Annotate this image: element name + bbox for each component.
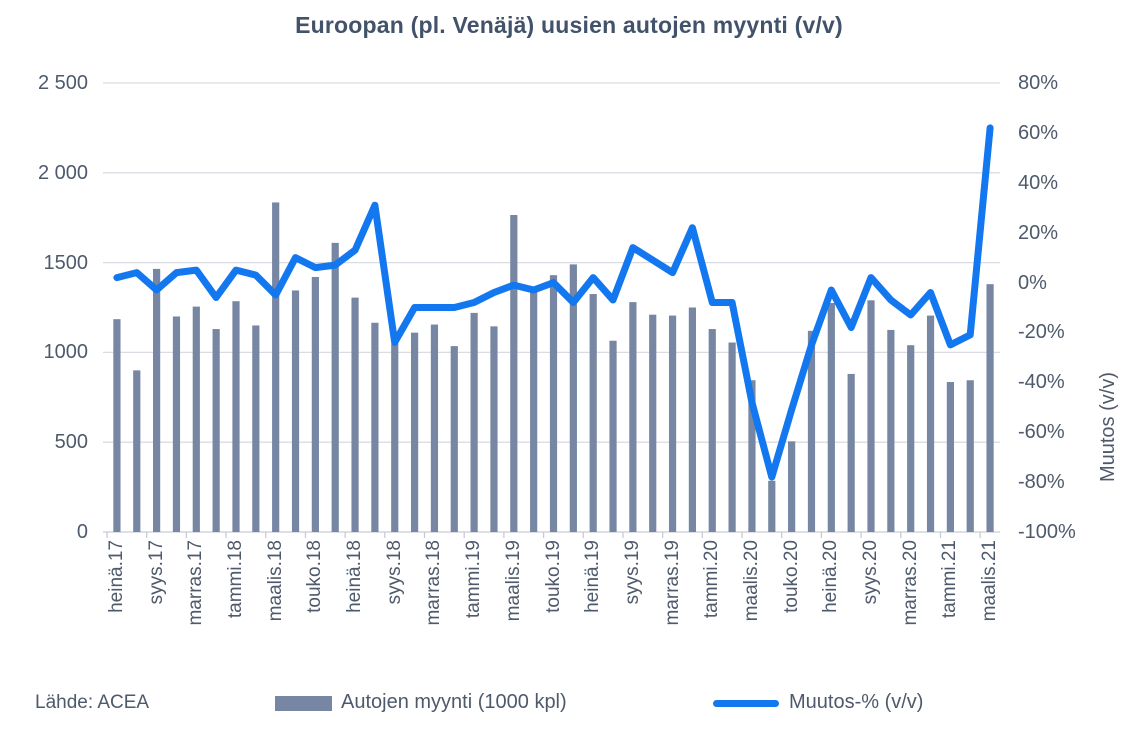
right-axis-tick-label: 60% — [1018, 121, 1059, 144]
right-axis-tick-label: 40% — [1018, 171, 1059, 194]
sales-bar-heinä.20 — [827, 303, 835, 532]
x-axis-tick-label: syys.18 — [383, 540, 405, 605]
sales-bar-marras.17 — [192, 306, 200, 532]
sales-bar-joulu.17 — [212, 329, 220, 532]
sales-bar-kesä.20 — [807, 330, 816, 532]
sales-bar-elo.19 — [609, 340, 617, 532]
x-axis-tick-label: marras.18 — [423, 540, 445, 626]
left-axis-tick-label: 0 — [76, 521, 88, 543]
x-axis-tick-label: maalis.20 — [740, 540, 762, 622]
right-axis-tick-label: -40% — [1018, 371, 1065, 394]
sales-bar-marras.18 — [430, 324, 439, 532]
sales-bar-huhti.19 — [530, 292, 538, 532]
x-axis-tick-label: maalis.18 — [264, 540, 286, 622]
x-axis-tick-label: syys.17 — [145, 540, 167, 605]
sales-bar-marras.19 — [668, 315, 677, 532]
sales-bar-touko.18 — [311, 276, 319, 532]
sales-bar-kesä.19 — [569, 264, 577, 532]
left-axis-tick-label: 1500 — [43, 251, 89, 274]
sales-bar-syys.20 — [867, 300, 875, 532]
sales-bar-huhti.20 — [768, 480, 776, 532]
sales-bar-syys.18 — [391, 343, 399, 532]
x-axis-tick-label: heinä.19 — [582, 540, 604, 613]
x-axis-tick-label: heinä.18 — [344, 540, 366, 613]
sales-bar-elo.20 — [847, 373, 855, 532]
sales-bar-helmi.18 — [252, 325, 260, 532]
sales-bar-heinä.19 — [589, 294, 597, 532]
sales-bar-heinä.17 — [113, 319, 121, 532]
sales-bar-maalis.19 — [510, 215, 518, 533]
source-note: Lähde: ACEA — [35, 692, 150, 713]
x-axis-tick-label: marras.20 — [899, 540, 921, 626]
x-axis-tick-label: marras.17 — [185, 540, 207, 626]
x-axis-tick-label: touko.20 — [780, 540, 802, 613]
right-axis-tick-label: -100% — [1018, 521, 1076, 543]
sales-bar-kesä.18 — [331, 242, 339, 532]
sales-bar-joulu.18 — [450, 346, 458, 532]
x-axis-tick-label: tammi.18 — [224, 540, 246, 619]
right-axis-tick-label: 80% — [1018, 72, 1059, 94]
x-axis-tick-label: tammi.20 — [701, 540, 723, 619]
right-axis-tick-label: 0% — [1018, 271, 1047, 294]
sales-bar-tammi.20 — [708, 329, 716, 532]
muutos-line — [113, 124, 994, 481]
x-axis-tick-label: touko.19 — [542, 540, 564, 613]
sales-bar-elo.17 — [133, 370, 141, 532]
right-axis-tick-label: -80% — [1018, 471, 1065, 494]
legend-line-swatch — [713, 700, 779, 707]
sales-bar-huhti.18 — [291, 290, 300, 532]
legend-bar-swatch — [275, 696, 332, 711]
sales-bar-syys.19 — [629, 302, 637, 532]
left-axis-tick-label: 2 000 — [37, 161, 88, 184]
left-axis-tick-label: 500 — [54, 431, 88, 454]
x-axis-tick-label: touko.18 — [304, 540, 326, 613]
sales-bar-syys.17 — [153, 268, 161, 532]
sales-bar-elo.18 — [371, 322, 379, 532]
sales-bar-helmi.19 — [490, 326, 498, 532]
right-axis-tick-label: -60% — [1018, 421, 1065, 444]
sales-bar-heinä.18 — [351, 297, 359, 532]
x-axis-tick-label: syys.20 — [860, 540, 881, 605]
sales-bar-loka.19 — [649, 314, 657, 532]
plot-area — [103, 82, 1000, 538]
left-axis-tick-label: 1000 — [43, 341, 89, 364]
sales-bar-maalis.20 — [748, 380, 756, 532]
sales-bar-joulu.20 — [926, 315, 935, 532]
left-axis-tick-label: 2 500 — [37, 72, 88, 94]
right-axis-title: Muutos (v/v) — [1097, 372, 1119, 483]
x-axis-tick-label: heinä.20 — [820, 540, 842, 613]
sales-bar-loka.20 — [887, 329, 895, 532]
x-axis-tick-label: tammi.19 — [463, 540, 485, 619]
sales-bar-loka.17 — [172, 316, 181, 532]
sales-bar-touko.20 — [788, 441, 796, 532]
sales-bar-joulu.19 — [688, 307, 697, 532]
right-axis-tick-label: -20% — [1018, 321, 1065, 344]
x-axis-tick-label: maalis.21 — [979, 540, 1001, 622]
sales-bar-loka.18 — [410, 332, 419, 532]
sales-bar-maalis.21 — [986, 284, 994, 532]
x-axis-tick-label: heinä.17 — [105, 540, 127, 613]
x-axis-tick-label: maalis.19 — [502, 540, 524, 622]
chart-title: Euroopan (pl. Venäjä) uusien autojen myy… — [295, 12, 843, 38]
sales-bar-helmi.21 — [966, 380, 974, 532]
legend-line-label: Muutos-% (v/v) — [789, 691, 924, 713]
sales-bar-maalis.18 — [272, 202, 280, 532]
x-axis-tick-label: marras.19 — [661, 540, 683, 626]
sales-bar-tammi.18 — [232, 301, 240, 532]
sales-bar-touko.19 — [549, 275, 558, 532]
legend-bar-label: Autojen myynti (1000 kpl) — [341, 691, 567, 713]
x-axis-tick-label: tammi.21 — [939, 540, 961, 619]
sales-bar-helmi.20 — [728, 342, 736, 532]
sales-bar-tammi.19 — [470, 312, 478, 532]
right-axis-tick-label: 20% — [1018, 221, 1059, 244]
sales-bar-marras.20 — [907, 345, 915, 532]
sales-bar-tammi.21 — [946, 382, 954, 532]
x-axis-tick-label: syys.19 — [621, 540, 643, 605]
